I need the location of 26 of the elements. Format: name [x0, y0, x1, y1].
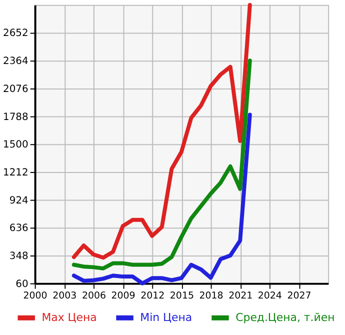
y-tick-label: 1212 [3, 167, 28, 178]
y-tick-label: 2076 [3, 84, 28, 95]
legend-label: Сред.Цена, т.йен [236, 310, 335, 324]
y-tick-label: 636 [9, 223, 28, 234]
x-tick-label: 2012 [140, 290, 165, 302]
x-tick-label: 2009 [111, 290, 136, 302]
line-series [72, 58, 252, 270]
line-series [72, 112, 252, 286]
y-tick-label: 348 [9, 250, 28, 262]
x-tick-label: 2024 [258, 290, 282, 302]
line-series [72, 2, 252, 260]
y-tick-label: 1500 [3, 140, 28, 151]
x-tick-label: 2027 [287, 290, 312, 302]
y-tick-label: 924 [9, 195, 28, 206]
x-tick-label: 2018 [199, 290, 224, 302]
legend-label: Min Цена [140, 310, 192, 324]
x-tick-label: 2006 [82, 290, 106, 302]
x-tick-label: 2021 [228, 290, 253, 302]
x-tick-label: 2000 [23, 290, 48, 302]
x-tick-label: 2003 [52, 290, 77, 302]
legend-label: Max Цена [42, 310, 97, 324]
x-tick-label: 2015 [170, 290, 194, 302]
y-tick-label: 2652 [3, 28, 28, 40]
y-tick-label: 60 [16, 278, 28, 290]
y-tick-label: 2364 [3, 56, 28, 68]
y-tick-label: 1788 [3, 112, 28, 123]
